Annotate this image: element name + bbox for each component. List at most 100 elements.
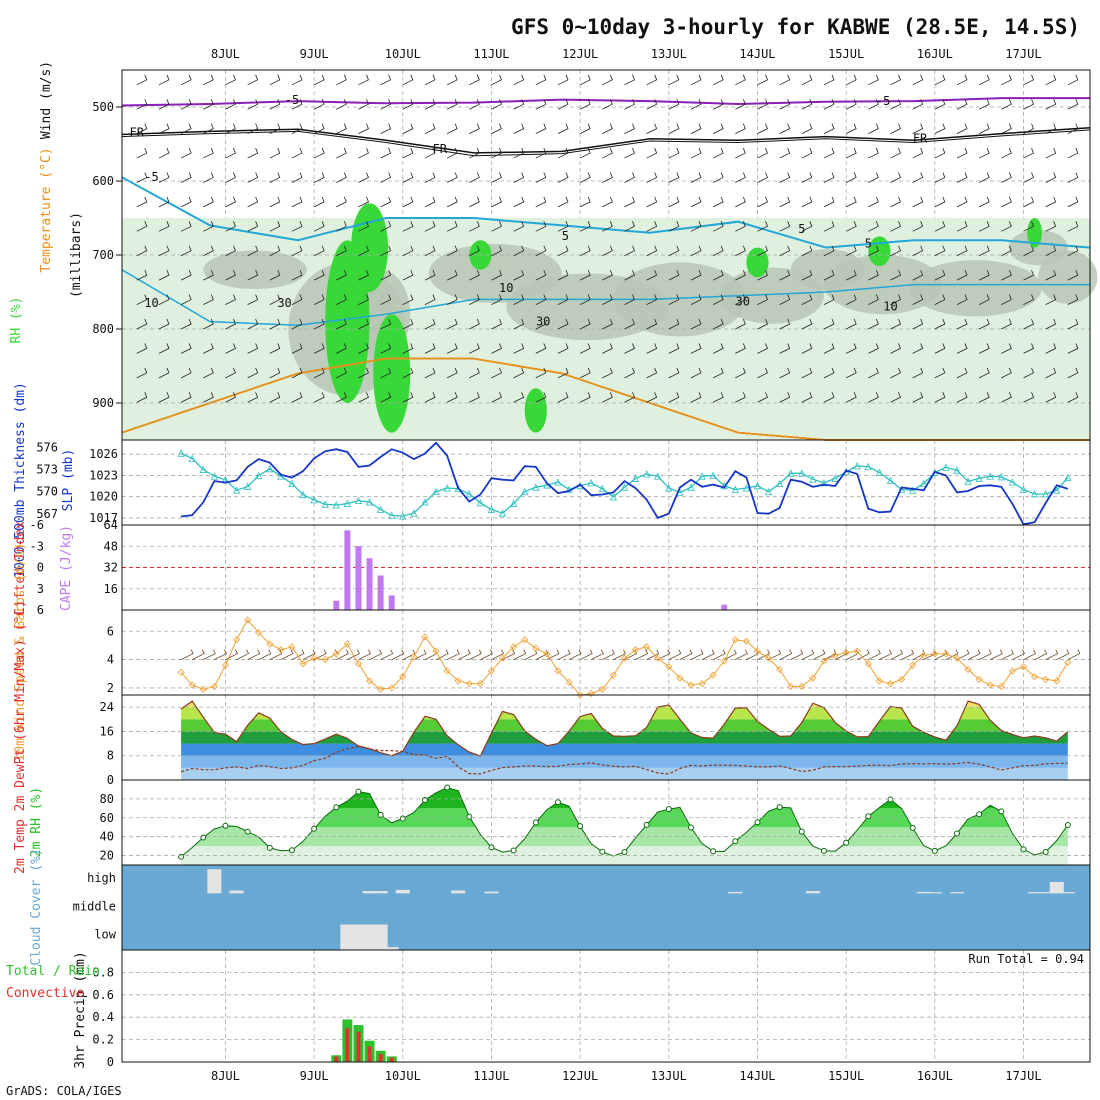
wind-barb — [779, 147, 791, 159]
rh-point — [754, 819, 761, 826]
wind-barb — [712, 99, 724, 110]
surface-wind-barb — [546, 649, 560, 660]
wind-barb — [624, 74, 635, 86]
wind-barb — [579, 196, 591, 208]
wind-barb — [978, 172, 990, 183]
ua-ytick-label: 900 — [92, 396, 114, 410]
precip-ytick-label: 0.4 — [92, 1010, 114, 1024]
wind-barb — [247, 270, 259, 281]
temp-ytick-label: 8 — [107, 749, 114, 763]
wind-barb — [513, 123, 525, 134]
surface-wind-barb — [1034, 649, 1048, 660]
wind-barb — [868, 367, 879, 379]
wind-barb — [934, 74, 946, 86]
rh-shade-blob — [908, 260, 1042, 317]
surface-wind-barb — [579, 649, 593, 660]
precip-ytick-label: 0.2 — [92, 1033, 114, 1047]
surface-wind-barb — [1012, 649, 1025, 660]
wind-speed-point — [1031, 673, 1039, 681]
thick-ytick-label: 567 — [36, 507, 58, 521]
wind-barb — [735, 74, 746, 86]
wind-barb — [402, 99, 414, 110]
wind-barb — [1045, 147, 1057, 159]
wind-barb — [247, 245, 259, 257]
wind-barb — [823, 221, 835, 232]
surface-wind-barb — [557, 649, 571, 660]
wind-barb — [380, 392, 392, 403]
wind-barb — [624, 245, 635, 257]
wind-speed-point — [332, 650, 340, 658]
rh-point — [355, 788, 362, 795]
wind-barb — [313, 196, 325, 208]
wind-speed-point — [676, 674, 684, 682]
wind-barb — [269, 367, 281, 379]
wind-barb — [1001, 343, 1012, 354]
wind-barb — [757, 196, 768, 208]
wind-barb — [912, 392, 924, 403]
wind-barb — [978, 245, 990, 257]
wind-speed-point — [964, 665, 972, 674]
rh-point — [444, 784, 451, 791]
wind-barb — [358, 343, 369, 354]
wind-barb — [402, 147, 414, 159]
wind-barb — [579, 367, 591, 379]
surface-wind-barb — [768, 649, 782, 660]
thick-ytick-label: 570 — [36, 485, 58, 499]
wind-barb — [690, 221, 702, 232]
wind-barb — [978, 294, 990, 305]
precip-frame — [121, 949, 1091, 1063]
wind-barb — [779, 294, 791, 305]
wind-barb — [579, 270, 591, 281]
wind-barb — [712, 245, 724, 257]
temp-band — [181, 767, 1068, 780]
wind-barb — [579, 318, 591, 330]
wind-speed-point — [255, 629, 263, 637]
wind-barb — [380, 294, 392, 305]
wind-barb — [1023, 172, 1035, 183]
wind-barb — [602, 147, 613, 159]
cape-ytick-label: 48 — [104, 539, 118, 553]
wind-barb — [446, 172, 458, 183]
wind-barb — [646, 294, 658, 305]
surface-wind-barb — [779, 649, 793, 660]
wind-barb — [912, 270, 924, 281]
wind-barb — [690, 74, 702, 86]
li-ylabel: Lifted Index — [13, 521, 28, 615]
wind-barb — [402, 172, 414, 183]
surface-wind-barb — [967, 649, 981, 660]
ua-ylabel: Wind (m/s) — [39, 61, 54, 139]
wind-barb — [602, 294, 613, 305]
wind-barb — [469, 99, 480, 110]
wind-barb — [823, 123, 835, 134]
wind-barb — [912, 172, 924, 183]
wind-barb — [1045, 318, 1057, 330]
wind-barb — [203, 245, 214, 257]
top-date-label: 10JUL — [385, 47, 421, 61]
wind-barb — [336, 294, 347, 305]
wind-speed-point — [831, 651, 839, 659]
li-ytick-label: 0 — [37, 561, 44, 575]
wind-speed-point — [188, 681, 196, 689]
wind-barb — [845, 123, 857, 134]
bottom-date-label: 11JUL — [473, 1069, 509, 1083]
wind-barb — [180, 367, 192, 379]
wind-barb — [513, 245, 525, 257]
wind-barb — [624, 318, 635, 330]
thickness-point — [598, 484, 606, 493]
wind-barb — [313, 123, 325, 134]
wind-barb — [203, 147, 214, 159]
temp-ytick-label: 0 — [107, 773, 114, 787]
wind-speed-point — [909, 661, 917, 669]
surface-wind-barb — [613, 649, 626, 660]
wind-speed-point — [698, 680, 706, 688]
wind-barb — [446, 343, 458, 354]
precip-convective-bar — [367, 1046, 372, 1062]
wind-speed-point — [809, 674, 817, 682]
wind-speed-point — [454, 677, 462, 685]
wind-barb — [1023, 221, 1035, 232]
thickness-point — [354, 496, 363, 505]
contour-label: 10 — [883, 300, 897, 314]
wind-barb — [801, 147, 813, 159]
wind-barb — [579, 172, 591, 183]
wind-barb — [535, 270, 547, 281]
